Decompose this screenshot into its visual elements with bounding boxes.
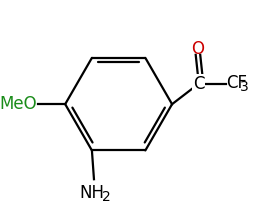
Text: C: C <box>193 75 205 93</box>
Text: MeO: MeO <box>0 95 37 113</box>
Text: 3: 3 <box>240 80 248 94</box>
Text: NH: NH <box>79 184 104 202</box>
Text: 2: 2 <box>102 190 111 204</box>
Text: O: O <box>191 40 204 58</box>
Text: CF: CF <box>226 74 247 92</box>
